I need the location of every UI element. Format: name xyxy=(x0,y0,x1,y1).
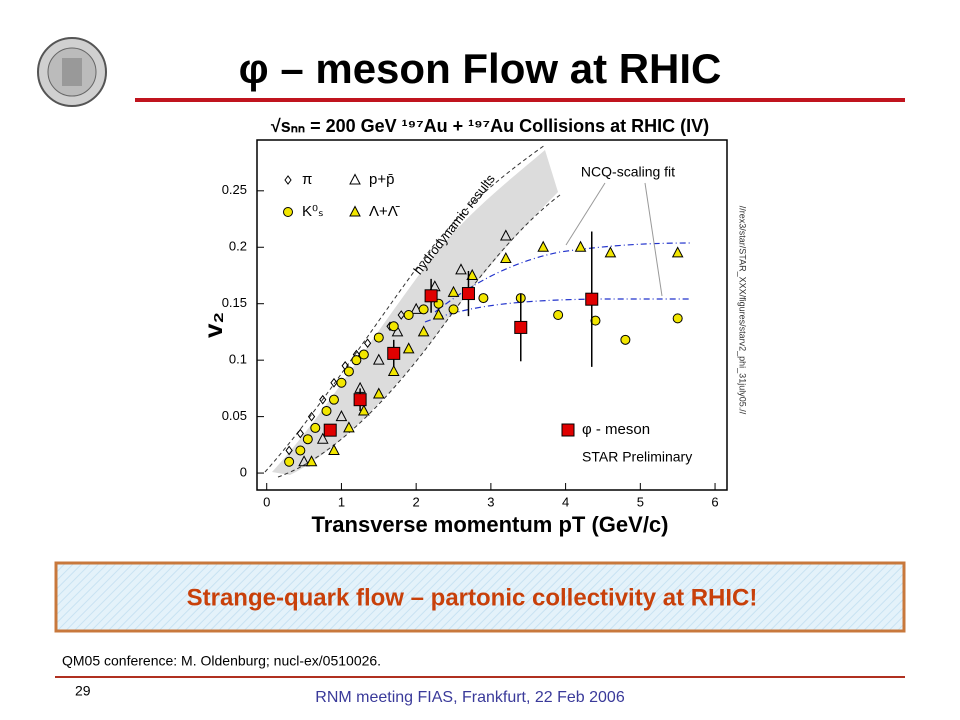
data-point xyxy=(424,289,438,303)
data-point xyxy=(372,387,385,399)
x-tick-label: 1 xyxy=(338,494,345,509)
data-point xyxy=(321,405,332,416)
legend-marker xyxy=(284,175,292,185)
page-number: 29 xyxy=(75,683,91,699)
data-point xyxy=(343,421,355,433)
data-point xyxy=(295,445,306,456)
y-tick-label: 0.05 xyxy=(222,408,247,423)
y-tick-label: 0.15 xyxy=(222,295,247,310)
data-point xyxy=(387,346,401,360)
data-point xyxy=(388,321,399,332)
data-point xyxy=(298,455,310,467)
x-tick-label: 4 xyxy=(562,494,569,509)
annotation-pointer xyxy=(644,182,663,297)
x-axis-label: Transverse momentum pT (GeV/c) xyxy=(312,512,669,537)
data-point xyxy=(585,292,599,306)
logo xyxy=(37,37,107,107)
data-point xyxy=(447,285,460,297)
data-point xyxy=(323,423,337,437)
legend-marker xyxy=(561,423,575,437)
annotation: //rex3/star/STAR_XXX/figures/starv2_phi_… xyxy=(738,206,748,415)
data-point xyxy=(403,310,414,320)
y-tick-label: 0.25 xyxy=(222,182,247,197)
y-tick-label: 0.1 xyxy=(229,352,247,367)
legend-label: Λ+Λ̄ xyxy=(369,203,400,220)
data-point xyxy=(499,229,512,241)
x-tick-label: 3 xyxy=(487,494,494,509)
data-point xyxy=(328,394,339,405)
banner-box xyxy=(54,561,906,633)
slide-title: φ – meson Flow at RHIC xyxy=(239,45,722,92)
legend-marker xyxy=(349,173,361,185)
data-point xyxy=(461,287,475,301)
data-point xyxy=(620,334,631,345)
banner-text: Strange-quark flow – partonic collectivi… xyxy=(187,584,758,611)
data-point xyxy=(387,364,400,376)
legend-marker xyxy=(349,205,361,217)
data-point xyxy=(343,366,354,377)
legend-marker xyxy=(283,207,293,217)
data-point xyxy=(319,394,327,405)
y-axis-label: v₂ xyxy=(198,312,228,338)
data-point xyxy=(316,432,329,444)
legend-label: φ - meson xyxy=(582,421,650,438)
data-point xyxy=(671,246,684,258)
data-point xyxy=(310,422,321,433)
legend-label: π xyxy=(302,171,312,188)
data-point xyxy=(307,411,316,422)
data-point xyxy=(353,393,367,407)
annotation: NCQ-scaling fit xyxy=(581,164,675,180)
data-point xyxy=(672,313,683,324)
data-point xyxy=(499,251,512,264)
data-point xyxy=(417,325,430,337)
x-tick-label: 0 xyxy=(263,494,270,509)
data-point xyxy=(305,455,318,467)
annotation: STAR Preliminary xyxy=(582,449,692,465)
data-point xyxy=(285,445,293,456)
data-point xyxy=(574,240,587,252)
chart-title: √sₙₙ = 200 GeV ¹⁹⁷Au + ¹⁹⁷Au Collisions … xyxy=(271,116,709,136)
data-point xyxy=(455,263,467,275)
citation: QM05 conference: M. Oldenburg; nucl-ex/0… xyxy=(62,653,381,669)
data-point xyxy=(466,268,479,280)
data-point xyxy=(302,434,313,445)
data-point xyxy=(330,377,338,388)
data-point xyxy=(604,246,617,258)
data-point xyxy=(335,410,348,422)
annotation-pointer xyxy=(565,182,606,246)
data-point xyxy=(296,428,304,439)
data-point xyxy=(402,342,415,354)
data-point xyxy=(391,325,404,337)
data-point xyxy=(448,304,459,315)
data-point xyxy=(328,443,340,455)
data-point xyxy=(372,353,385,365)
legend-label: p+p̄ xyxy=(369,171,394,188)
data-point xyxy=(590,315,601,326)
data-point xyxy=(553,310,564,320)
data-point xyxy=(373,332,384,343)
data-point xyxy=(284,456,295,467)
data-point xyxy=(336,377,347,388)
x-tick-label: 5 xyxy=(637,494,644,509)
legend-label: K⁰ₛ xyxy=(302,203,324,220)
data-point xyxy=(478,293,489,304)
data-point xyxy=(432,308,445,320)
x-tick-label: 6 xyxy=(711,494,718,509)
footer: RNM meeting FIAS, Frankfurt, 22 Feb 2006 xyxy=(315,689,625,706)
y-tick-label: 0.2 xyxy=(229,239,247,254)
data-point xyxy=(351,355,362,366)
plot-frame xyxy=(256,139,728,491)
data-point xyxy=(397,310,405,320)
y-tick-label: 0 xyxy=(240,465,247,480)
x-tick-label: 2 xyxy=(413,494,420,509)
data-point xyxy=(358,349,369,360)
data-point xyxy=(537,240,550,252)
data-point xyxy=(410,302,422,314)
data-point xyxy=(363,338,372,349)
data-point xyxy=(358,404,370,416)
data-point xyxy=(418,304,429,315)
data-point xyxy=(514,320,528,334)
